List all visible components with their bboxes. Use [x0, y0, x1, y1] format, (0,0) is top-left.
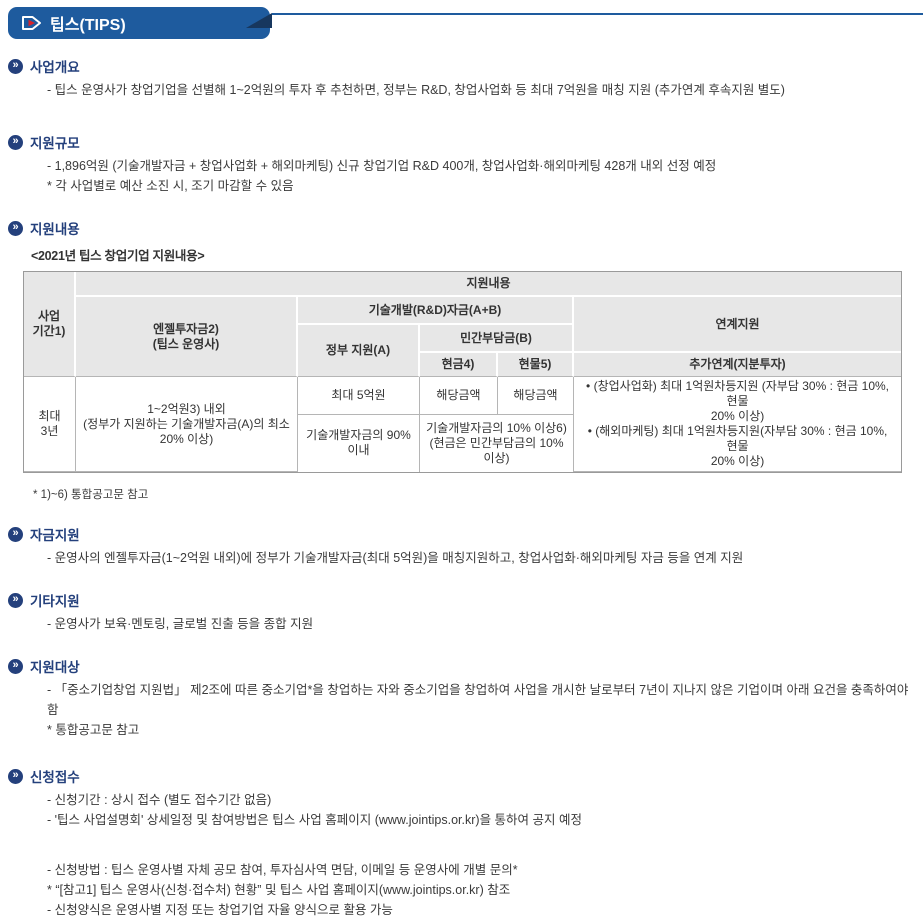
title-bar-box: 팁스(TIPS): [8, 7, 270, 39]
support-table: 사업 기간1) 지원내용 엔젤투자금2) (팁스 운영사) 기술개발(R&D)자…: [23, 271, 903, 473]
cell-angel: 1~2억원3) 내외 (정부가 지원하는 기술개발자금(A)의 최소 20% 이…: [76, 377, 298, 472]
section-content: » 지원내용 <2021년 팁스 창업기업 지원내용> 사업 기간1) 지원내용…: [0, 219, 923, 502]
cell-linked-support: • (창업사업화) 최대 1억원차등지원 (자부담 30% : 현금 10%, …: [574, 377, 902, 472]
section-target: » 지원대상 - 「중소기업창업 지원법」 제2조에 따른 중소기업*을 창업하…: [0, 657, 923, 740]
title-bar-line: [272, 13, 923, 15]
text-line: - 신청방법 : 팁스 운영사별 자체 공모 참여, 투자심사역 면담, 이메일…: [47, 863, 518, 877]
text-line: - 신청기간 : 상시 접수 (별도 접수기간 없음): [47, 793, 272, 807]
cell-gov-max: 최대 5억원: [298, 377, 420, 415]
section-apply: » 신청접수 - 신청기간 : 상시 접수 (별도 접수기간 없음) - '팁스…: [0, 767, 923, 920]
table-caption: <2021년 팁스 창업기업 지원내용>: [31, 249, 205, 263]
text-line: - 팁스 운영사가 창업기업을 선별해 1~2억원의 투자 후 추천하면, 정부…: [47, 83, 785, 97]
header-cell-period: 사업 기간1): [24, 272, 76, 377]
header-cell-gov: 정부 지원(A): [298, 325, 420, 377]
arrow-flag-icon: [21, 14, 42, 32]
text-line: - 운영사가 보육·멘토링, 글로벌 진출 등을 종합 지원: [47, 617, 314, 631]
section-title-other: 기타지원: [30, 594, 80, 609]
text-line: * 각 사업별로 예산 소진 시, 조기 마감할 수 있음: [47, 179, 294, 193]
double-chevron-bullet-icon: »: [8, 220, 23, 236]
section-title-apply: 신청접수: [30, 770, 80, 785]
page-title: 팁스(TIPS): [50, 17, 126, 34]
double-chevron-bullet-icon: »: [8, 592, 23, 608]
title-bar: 팁스(TIPS): [0, 0, 923, 45]
header-cell-linked: 연계지원: [574, 297, 902, 353]
header-cell-private: 민간부담금(B): [420, 325, 574, 353]
section-title-scale: 지원규모: [30, 136, 80, 151]
cell-period: 최대 3년: [24, 377, 76, 472]
cell-gov-ratio: 기술개발자금의 90% 이내: [298, 414, 420, 472]
section-overview: » 사업개요 - 팁스 운영사가 창업기업을 선별해 1~2억원의 투자 후 추…: [0, 57, 923, 100]
text-line: - 신청양식은 운영사별 지정 또는 창업기업 자율 양식으로 활용 가능: [47, 903, 393, 917]
header-cell-additional: 추가연계(지분투자): [574, 353, 902, 377]
cell-inkind-amount: 해당금액: [498, 377, 574, 415]
text-line: - '팁스 사업설명회' 상세일정 및 참여방법은 팁스 사업 홈페이지 (ww…: [47, 813, 582, 827]
section-other: » 기타지원 - 운영사가 보육·멘토링, 글로벌 진출 등을 종합 지원: [0, 591, 923, 634]
header-cell-rnd: 기술개발(R&D)자금(A+B): [298, 297, 574, 325]
cell-cash-amount: 해당금액: [420, 377, 498, 415]
section-title-content: 지원내용: [30, 222, 80, 237]
header-cell-support: 지원내용: [76, 272, 902, 297]
header-cell-cash: 현금4): [420, 353, 498, 377]
text-line: * 통합공고문 참고: [47, 723, 140, 737]
line-group-gap: [47, 830, 923, 860]
text-line: * “[참고1] 팁스 운영사(신청·접수처) 현황” 및 팁스 사업 홈페이지…: [47, 883, 511, 897]
section-funding: » 자금지원 - 운영사의 엔젤투자금(1~2억원 내외)에 정부가 기술개발자…: [0, 525, 923, 568]
section-title-funding: 자금지원: [30, 528, 80, 543]
text-line: - 「중소기업창업 지원법」 제2조에 따른 중소기업*을 창업하는 자와 중소…: [47, 683, 909, 717]
double-chevron-bullet-icon: »: [8, 658, 23, 674]
double-chevron-bullet-icon: »: [8, 768, 23, 784]
double-chevron-bullet-icon: »: [8, 134, 23, 150]
title-bar-notch: [246, 13, 272, 33]
table-footnote: * 1)~6) 통합공고문 참고: [33, 489, 149, 501]
header-cell-angel: 엔젤투자금2) (팁스 운영사): [76, 297, 298, 377]
double-chevron-bullet-icon: »: [8, 526, 23, 542]
cell-private-ratio: 기술개발자금의 10% 이상6) (현금은 민간부담금의 10% 이상): [420, 414, 574, 472]
section-scale: » 지원규모 - 1,896억원 (기술개발자금 + 창업사업화 + 해외마케팅…: [0, 133, 923, 196]
header-cell-inkind: 현물5): [498, 353, 574, 377]
section-title-target: 지원대상: [30, 660, 80, 675]
double-chevron-bullet-icon: »: [8, 58, 23, 74]
text-line: - 운영사의 엔젤투자금(1~2억원 내외)에 정부가 기술개발자금(최대 5억…: [47, 551, 744, 565]
text-line: - 1,896억원 (기술개발자금 + 창업사업화 + 해외마케팅) 신규 창업…: [47, 159, 717, 173]
section-title-overview: 사업개요: [30, 60, 80, 75]
